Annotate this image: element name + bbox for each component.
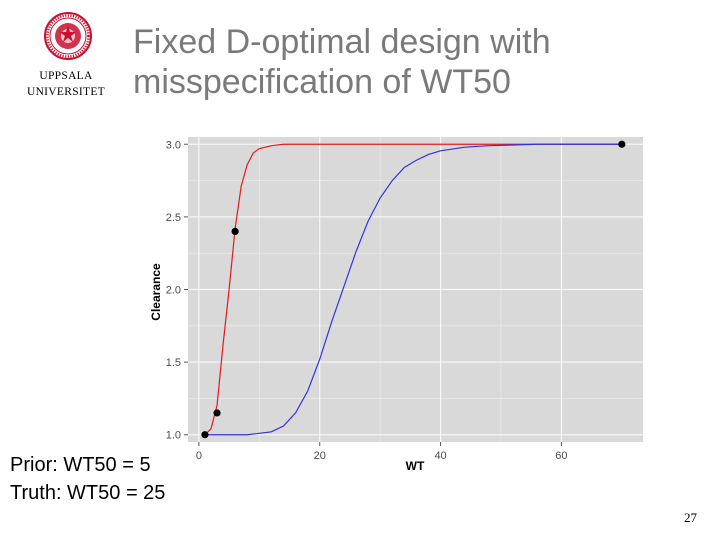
design-point <box>213 409 221 417</box>
truth-note: Truth: WT50 = 25 <box>10 482 166 504</box>
university-logo: UPPSALA UNIVERSITET <box>14 10 118 106</box>
x-axis-label: WT <box>406 459 425 473</box>
logo-text-line2: UNIVERSITET <box>26 86 106 98</box>
logo-text-line1: UPPSALA <box>39 70 93 82</box>
prior-note: Prior: WT50 = 5 <box>10 454 151 476</box>
y-axis-label: Clearance <box>149 263 163 321</box>
clearance-chart: 0 20 40 60 1.0 1.5 2.0 2.5 3.0 WT Clearance <box>149 137 643 473</box>
series-line-1 <box>204 143 622 436</box>
x-tick-label: 40 <box>434 450 446 462</box>
page-number: 27 <box>684 510 697 525</box>
x-tick-label: 0 <box>196 450 202 462</box>
x-tick-label: 60 <box>555 450 567 462</box>
slide-title: Fixed D-optimal design with misspecifica… <box>133 22 693 102</box>
slide-title-line1: Fixed D-optimal design with <box>133 23 551 61</box>
x-tick-label: 20 <box>314 450 326 462</box>
y-axis-ticks: 1.0 1.5 2.0 2.5 3.0 <box>166 139 188 442</box>
x-axis-ticks: 0 20 40 60 <box>196 442 568 462</box>
design-point <box>231 227 239 236</box>
series-lines <box>204 143 622 436</box>
y-tick-label: 3.0 <box>166 139 181 151</box>
y-tick-label: 2.5 <box>166 212 181 224</box>
grid-major <box>188 137 643 442</box>
design-point <box>618 140 626 148</box>
slide-title-line2: misspecification of WT50 <box>133 63 511 101</box>
series-line-2 <box>204 143 622 436</box>
y-tick-label: 1.0 <box>166 430 181 442</box>
design-points <box>201 140 626 439</box>
design-point <box>201 431 209 439</box>
y-tick-label: 1.5 <box>166 357 181 369</box>
y-tick-label: 2.0 <box>166 285 181 297</box>
university-seal-icon <box>44 12 92 60</box>
